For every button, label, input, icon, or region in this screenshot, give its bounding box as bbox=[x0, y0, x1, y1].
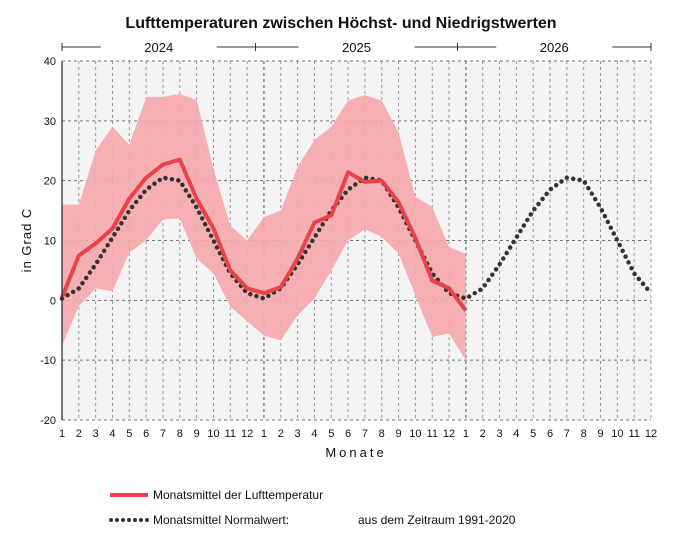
year-label: 2025 bbox=[342, 40, 371, 55]
x-tick-label: 10 bbox=[611, 428, 623, 440]
min-max-band bbox=[62, 93, 466, 361]
x-tick-label: 5 bbox=[530, 428, 536, 440]
x-tick-label: 3 bbox=[496, 428, 502, 440]
y-tick-label: 10 bbox=[44, 236, 56, 248]
x-tick-label: 1 bbox=[59, 428, 65, 440]
legend-normal-note: aus dem Zeitraum 1991-2020 bbox=[358, 513, 516, 527]
year-label: 2026 bbox=[540, 40, 569, 55]
x-tick-label: 2 bbox=[480, 428, 486, 440]
y-tick-label: 20 bbox=[44, 176, 56, 188]
y-tick-label: 0 bbox=[50, 295, 56, 307]
x-tick-label: 8 bbox=[177, 428, 183, 440]
x-tick-label: 1 bbox=[463, 428, 469, 440]
x-tick-label: 4 bbox=[311, 428, 317, 440]
x-tick-label: 9 bbox=[396, 428, 402, 440]
x-axis-label: Monate bbox=[325, 445, 386, 460]
y-axis-label: in Grad C bbox=[19, 208, 34, 273]
x-tick-label: 5 bbox=[126, 428, 132, 440]
x-tick-label: 9 bbox=[597, 428, 603, 440]
x-tick-label: 1 bbox=[261, 428, 267, 440]
chart-title: Lufttemperaturen zwischen Höchst- und Ni… bbox=[125, 15, 556, 32]
x-tick-label: 4 bbox=[513, 428, 519, 440]
x-tick-label: 3 bbox=[93, 428, 99, 440]
y-tick-label: -10 bbox=[40, 355, 56, 367]
x-tick-label: 12 bbox=[241, 428, 253, 440]
y-tick-label: 40 bbox=[44, 56, 56, 68]
x-tick-label: 11 bbox=[427, 428, 438, 440]
x-tick-label: 3 bbox=[295, 428, 301, 440]
x-tick-label: 2 bbox=[278, 428, 284, 440]
legend-normal-label: Monatsmittel Normalwert: bbox=[153, 513, 289, 527]
y-tick-label: -20 bbox=[40, 415, 56, 427]
year-label: 2024 bbox=[144, 40, 173, 55]
x-tick-label: 6 bbox=[345, 428, 351, 440]
x-tick-label: 7 bbox=[564, 428, 570, 440]
x-tick-label: 10 bbox=[409, 428, 421, 440]
x-tick-label: 8 bbox=[379, 428, 385, 440]
y-tick-label: 30 bbox=[44, 116, 56, 128]
x-tick-label: 9 bbox=[194, 428, 200, 440]
x-tick-label: 11 bbox=[225, 428, 236, 440]
x-tick-label: 7 bbox=[160, 428, 166, 440]
legend-mean-label: Monatsmittel der Lufttemperatur bbox=[153, 488, 323, 502]
series-normal-line bbox=[59, 175, 654, 301]
x-tick-label: 4 bbox=[109, 428, 115, 440]
x-tick-label: 10 bbox=[207, 428, 219, 440]
x-tick-label: 11 bbox=[628, 428, 639, 440]
x-tick-label: 12 bbox=[443, 428, 455, 440]
x-tick-label: 5 bbox=[328, 428, 334, 440]
x-tick-label: 8 bbox=[581, 428, 587, 440]
x-tick-label: 7 bbox=[362, 428, 368, 440]
x-tick-label: 2 bbox=[76, 428, 82, 440]
x-tick-label: 12 bbox=[645, 428, 657, 440]
x-tick-label: 6 bbox=[547, 428, 553, 440]
series-mean-line bbox=[60, 157, 468, 312]
x-tick-label: 6 bbox=[143, 428, 149, 440]
